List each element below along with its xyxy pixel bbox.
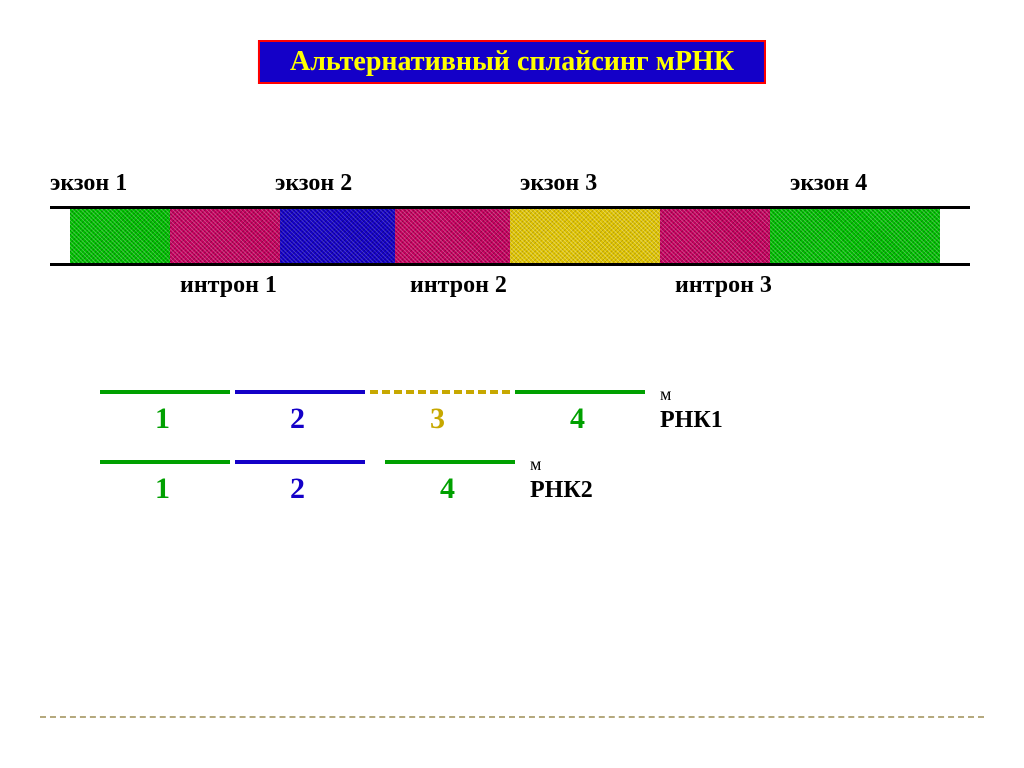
gene-track [50,206,970,266]
mrna-segment-4 [515,390,645,394]
exon-segment-4 [770,209,940,263]
intron-label-1: интрон 1 [180,272,277,299]
mrna-segment-3 [370,390,510,394]
intron-segment-1 [170,209,280,263]
mrna-label-1: м РНК1 [660,380,723,434]
mrna-segment-2 [235,460,365,464]
mrna-segment-number-1: 1 [155,472,170,506]
footer-divider [40,716,984,718]
gene-track-area: экзон 1экзон 2экзон 3экзон 4 интрон 1инт… [50,170,970,302]
intron-segment-3 [660,209,770,263]
intron-labels-row: интрон 1 интрон 2 интрон 3 [50,272,970,302]
mrna-segment-number-4: 4 [440,472,455,506]
exon-label-1: экзон 1 [50,170,127,197]
mrna-segment-1 [100,460,230,464]
exon-segment-3 [510,209,660,263]
exon-label-2: экзон 2 [275,170,352,197]
exon-labels-row: экзон 1 экзон 2 экзон 3 экзон 4 [50,170,970,200]
exon-segment-2 [280,209,395,263]
mrna-segment-number-3: 3 [430,402,445,436]
intron-segment-2 [395,209,510,263]
exon-segment-1 [70,209,170,263]
mrna-segment-4 [385,460,515,464]
exon-label-3: экзон 3 [520,170,597,197]
title-text: Альтернативный сплайсинг мРНК [290,46,734,77]
mrna-segment-number-2: 2 [290,402,305,436]
mrna-label-2: м РНК2 [530,450,593,504]
title-bar: Альтернативный сплайсинг мРНК [258,40,766,84]
mrna-segment-number-1: 1 [155,402,170,436]
mrna-segment-number-4: 4 [570,402,585,436]
intron-label-3: интрон 3 [675,272,772,299]
intron-label-2: интрон 2 [410,272,507,299]
exon-label-4: экзон 4 [790,170,867,197]
mrna-segment-1 [100,390,230,394]
mrna-segment-number-2: 2 [290,472,305,506]
mrna-segment-2 [235,390,365,394]
